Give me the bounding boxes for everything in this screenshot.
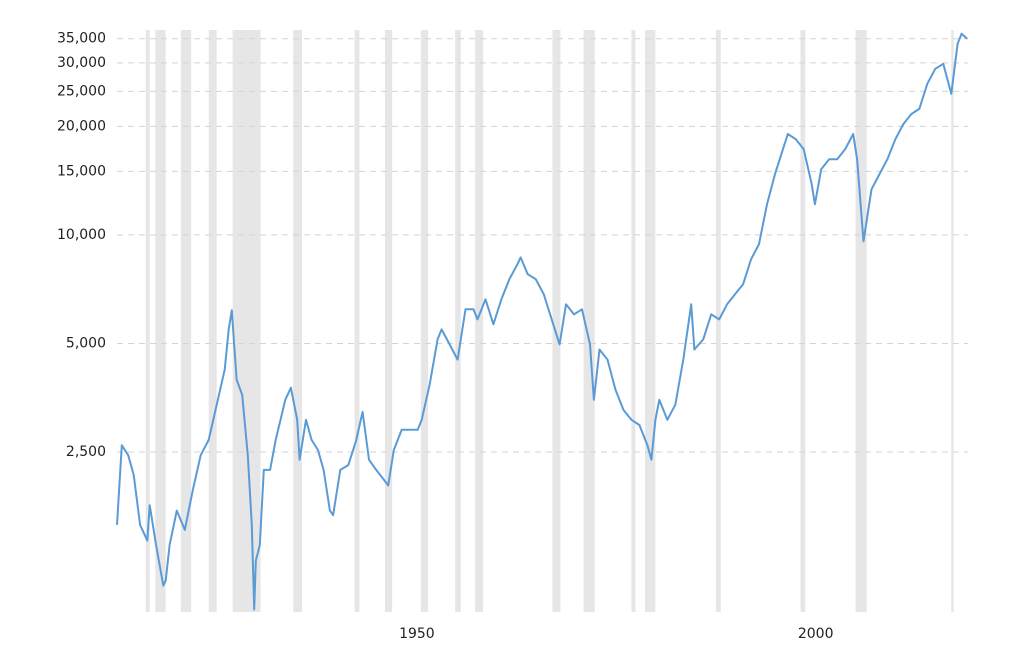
recession-band [384, 30, 393, 612]
x-tick-label: 1950 [399, 626, 435, 642]
recession-band [631, 30, 636, 612]
recession-band [644, 30, 656, 612]
recession-band [951, 30, 954, 612]
recession-band [354, 30, 360, 612]
recession-band [475, 30, 484, 612]
y-tick-label: 25,000 [57, 83, 106, 99]
y-tick-label: 15,000 [57, 163, 106, 179]
recession-band [180, 30, 192, 612]
recession-band [552, 30, 561, 612]
recession-band [855, 30, 867, 612]
y-tick-label: 10,000 [57, 227, 106, 243]
recession-band [155, 30, 166, 612]
recession-band [293, 30, 303, 612]
recession-band [715, 30, 721, 612]
data-line [116, 32, 968, 611]
y-tick-label: 35,000 [57, 31, 106, 47]
y-tick-label: 2,500 [66, 444, 106, 460]
recession-band [420, 30, 429, 612]
recession-band [208, 30, 217, 612]
recession-band [800, 30, 806, 612]
y-tick-label: 30,000 [57, 55, 106, 71]
x-tick-label: 2000 [798, 626, 834, 642]
y-tick-label: 20,000 [57, 118, 106, 134]
recession-band [455, 30, 461, 612]
recession-band [145, 30, 150, 612]
recession-band [583, 30, 595, 612]
recession-band [232, 30, 261, 612]
y-tick-label: 5,000 [66, 335, 106, 351]
